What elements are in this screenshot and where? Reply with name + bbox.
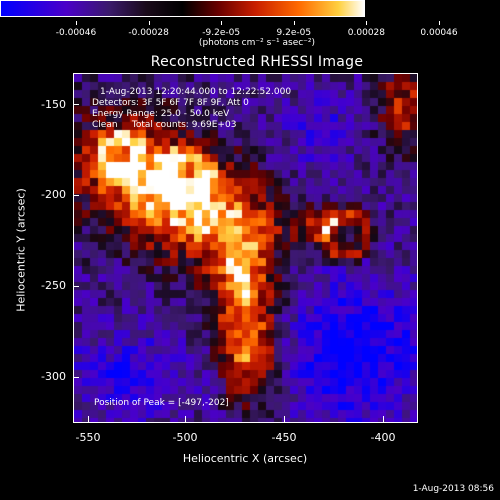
x-tick-label: -550 bbox=[75, 431, 101, 444]
y-tick-mark bbox=[73, 377, 79, 378]
x-axis-title: Heliocentric X (arcsec) bbox=[182, 452, 308, 465]
colorbar-tick bbox=[148, 21, 150, 25]
colorbar-tick bbox=[221, 21, 223, 25]
x-tick-mark bbox=[88, 416, 89, 422]
info-peak-position: Position of Peak = [-497,-202] bbox=[94, 398, 229, 408]
x-tick-label: -400 bbox=[370, 431, 396, 444]
x-tick-label: -500 bbox=[172, 431, 198, 444]
colorbar-tick bbox=[439, 21, 440, 25]
colorbar-tick-label: -0.00046 bbox=[55, 28, 97, 38]
y-axis-title: Heliocentric Y (arcsec) bbox=[14, 188, 28, 312]
x-tick-label: -450 bbox=[271, 431, 297, 444]
heatmap-canvas bbox=[74, 74, 417, 422]
colorbar-tick-label: -9.2e-05 bbox=[202, 28, 241, 38]
image-title: Reconstructed RHESSI Image bbox=[150, 54, 364, 70]
colorbar-tick bbox=[76, 21, 77, 25]
info-energy: Energy Range: 25.0 - 50.0 keV bbox=[92, 109, 230, 119]
colorbar bbox=[0, 0, 365, 17]
colorbar-tick-label: 9.2e-05 bbox=[276, 28, 312, 38]
x-tick-mark bbox=[383, 416, 384, 422]
x-tick-mark bbox=[185, 416, 186, 422]
colorbar-tick bbox=[293, 21, 295, 25]
colorbar-tick-label: -0.00028 bbox=[128, 28, 169, 38]
y-tick-mark bbox=[73, 195, 79, 196]
rhessi-image bbox=[73, 73, 418, 423]
footer-timestamp: 1-Aug-2013 08:56 bbox=[412, 484, 494, 494]
colorbar-tick-label: 0.00046 bbox=[420, 28, 458, 38]
colorbar-tick-label: 0.00028 bbox=[347, 28, 385, 38]
colorbar-units: (photons cm⁻² s⁻¹ asec⁻²) bbox=[198, 38, 316, 48]
y-tick-label: -300 bbox=[41, 370, 66, 383]
colorbar-tick bbox=[366, 21, 368, 25]
info-clean: Clean Total counts: 9.69E+03 bbox=[92, 120, 237, 130]
info-time-range: 1-Aug-2013 12:20:44.000 to 12:22:52.000 bbox=[100, 87, 292, 97]
y-tick-mark bbox=[73, 104, 79, 105]
y-tick-label: -250 bbox=[41, 279, 66, 292]
y-tick-label: -200 bbox=[41, 188, 66, 201]
y-tick-label: -150 bbox=[41, 98, 66, 111]
y-tick-mark bbox=[73, 286, 79, 287]
info-detectors: Detectors: 3F 5F 6F 7F 8F 9F, Att 0 bbox=[92, 98, 249, 108]
x-tick-mark bbox=[284, 416, 285, 422]
